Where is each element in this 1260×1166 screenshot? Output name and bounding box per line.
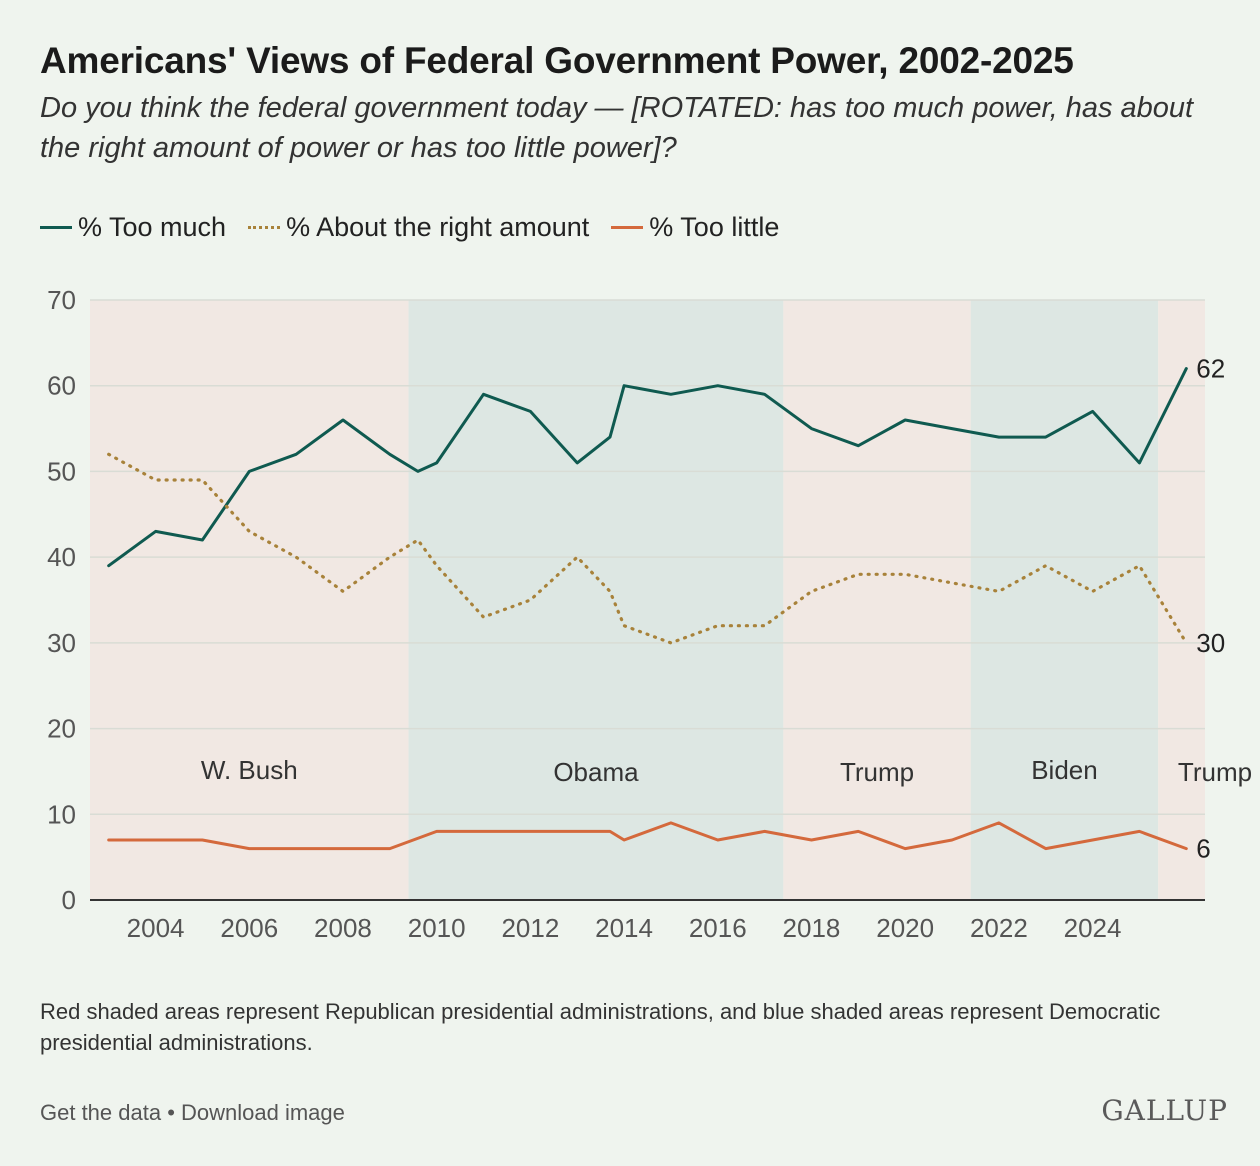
data-links[interactable]: Get the data • Download image <box>40 1100 345 1125</box>
y-tick-label: 0 <box>62 885 76 915</box>
x-tick-label: 2018 <box>783 913 841 943</box>
x-tick-label: 2020 <box>876 913 934 943</box>
x-tick-label: 2014 <box>595 913 653 943</box>
administration-label: Obama <box>553 757 639 787</box>
y-tick-label: 10 <box>47 799 76 829</box>
administration-band-democratic <box>408 300 784 900</box>
end-data-label: 6 <box>1196 834 1210 864</box>
end-data-label: 62 <box>1196 354 1225 384</box>
legend-swatch-too-much <box>40 226 72 229</box>
legend-label-too-much: % Too much <box>78 212 227 242</box>
legend-label-about-right: % About the right amount <box>286 212 590 242</box>
administration-band-republican <box>90 300 409 900</box>
y-tick-label: 50 <box>47 456 76 486</box>
administration-band-democratic <box>970 300 1159 900</box>
x-tick-label: 2024 <box>1064 913 1122 943</box>
administration-band-republican <box>1158 300 1205 900</box>
series-line-about-right <box>107 452 1188 645</box>
administration-label: Trump <box>1178 757 1252 787</box>
y-tick-label: 20 <box>47 714 76 744</box>
y-tick-label: 70 <box>47 285 76 315</box>
series-line-too-little <box>107 821 1188 851</box>
legend-swatch-too-little <box>611 226 644 229</box>
x-tick-label: 2012 <box>501 913 559 943</box>
x-tick-label: 2006 <box>220 913 278 943</box>
x-tick-label: 2022 <box>970 913 1028 943</box>
gallup-logo: GALLUP <box>1101 1094 1228 1127</box>
x-tick-label: 2016 <box>689 913 747 943</box>
administration-label: W. Bush <box>201 755 298 785</box>
series-line-too-much <box>107 367 1188 568</box>
footnote: Red shaded areas represent Republican pr… <box>40 999 1161 1055</box>
legend-label-too-little: % Too little <box>649 212 780 242</box>
chart-title: Americans' Views of Federal Government P… <box>40 40 1074 81</box>
legend-item-about-right: % About the right amount <box>248 212 589 243</box>
administration-label: Biden <box>1031 755 1098 785</box>
chart-subtitle: Do you think the federal government toda… <box>40 92 1194 164</box>
administration-band-republican <box>783 300 971 900</box>
end-data-label: 30 <box>1196 628 1225 658</box>
y-tick-label: 30 <box>47 628 76 658</box>
legend-swatch-about-right <box>248 226 281 229</box>
y-tick-label: 40 <box>47 542 76 572</box>
x-tick-label: 2004 <box>127 913 185 943</box>
y-tick-label: 60 <box>47 371 76 401</box>
x-tick-label: 2008 <box>314 913 372 943</box>
legend-item-too-much: % Too much <box>40 212 226 243</box>
legend-item-too-little: % Too little <box>611 212 779 243</box>
administration-label: Trump <box>840 757 914 787</box>
x-tick-label: 2010 <box>408 913 466 943</box>
line-chart: 0 10 20 30 40 50 60 70 2004 2006 2008 2010 2012 2014 2… <box>47 285 1252 943</box>
chart-legend: % Too much % About the right amount % To… <box>40 212 801 243</box>
